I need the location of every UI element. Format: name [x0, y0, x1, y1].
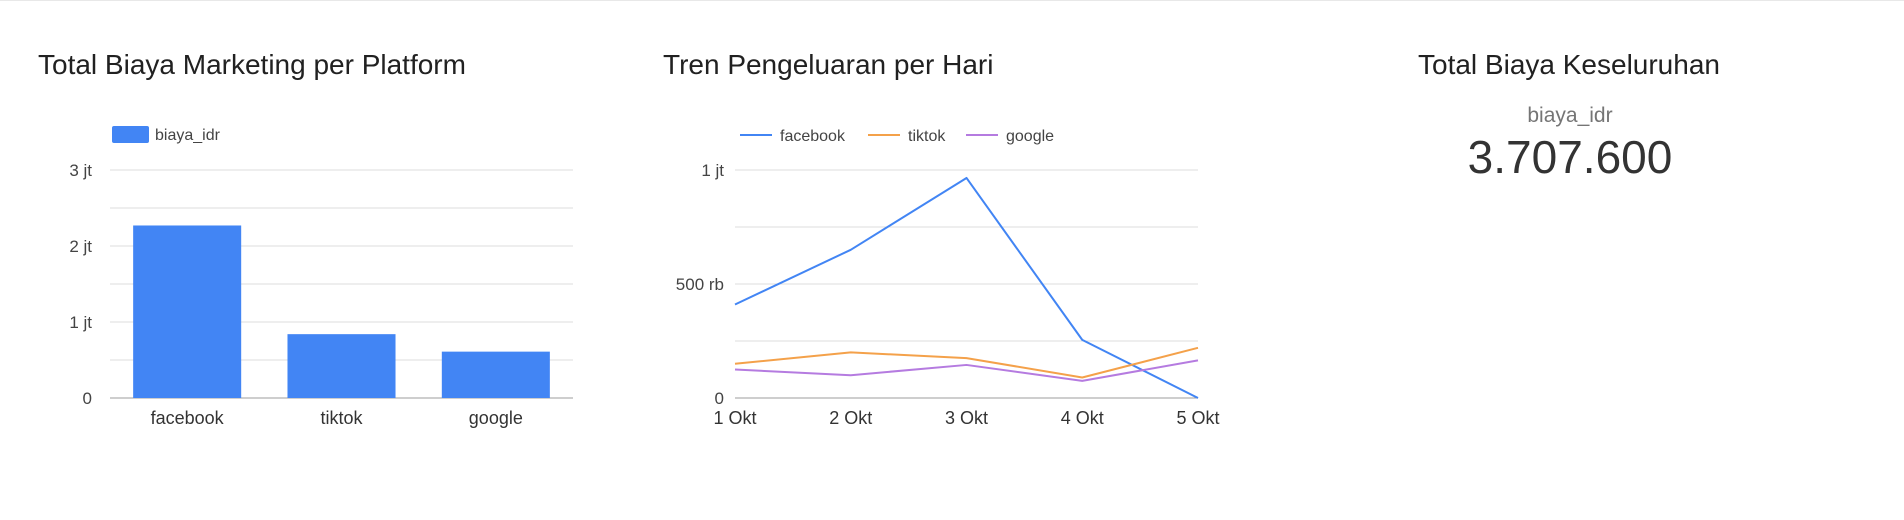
line-chart: 0 500 rb 1 jt 1 Okt 2 Okt 3 Okt 4 Okt 5 Okt face… [676, 128, 1220, 428]
y-tick-label: 0 [83, 389, 92, 408]
x-tick-label: 5 Okt [1176, 408, 1219, 428]
legend-swatch [112, 126, 149, 143]
x-tick-label: tiktok [320, 408, 363, 428]
y-tick-label: 0 [715, 389, 724, 408]
scorecard-metric-label: biaya_idr [1527, 104, 1613, 127]
x-tick-label: google [469, 408, 523, 428]
bar-facebook [133, 225, 242, 398]
x-tick-label: 4 Okt [1061, 408, 1104, 428]
y-tick-label: 500 rb [676, 275, 724, 294]
x-tick-label: 2 Okt [829, 408, 872, 428]
line-chart-title: Tren Pengeluaran per Hari [663, 49, 994, 80]
scorecard-title: Total Biaya Keseluruhan [1418, 49, 1720, 80]
y-tick-label: 1 jt [701, 161, 724, 180]
scorecard-value: 3.707.600 [1467, 131, 1673, 183]
bar-tiktok [287, 334, 396, 398]
legend-label: facebook [780, 128, 846, 145]
bar-google [441, 351, 550, 398]
y-tick-label: 2 jt [69, 237, 92, 256]
series-line-facebook [734, 176, 1199, 399]
y-tick-label: 3 jt [69, 161, 92, 180]
x-tick-label: 3 Okt [945, 408, 988, 428]
total-cost-scorecard: biaya_idr 3.707.600 [1400, 104, 1740, 182]
legend-label: tiktok [908, 128, 946, 145]
series-line-tiktok [734, 346, 1199, 379]
y-tick-label: 1 jt [69, 313, 92, 332]
series-line-google [734, 359, 1199, 382]
legend-label: biaya_idr [155, 127, 221, 144]
x-tick-label: 1 Okt [713, 408, 756, 428]
legend-label: google [1006, 128, 1054, 145]
bar-chart: 0 1 jt 2 jt 3 jt facebook tiktok google biaya_i… [69, 126, 573, 428]
top-border [0, 0, 1904, 1]
bar-chart-title: Total Biaya Marketing per Platform [38, 49, 466, 80]
x-tick-label: facebook [151, 408, 225, 428]
